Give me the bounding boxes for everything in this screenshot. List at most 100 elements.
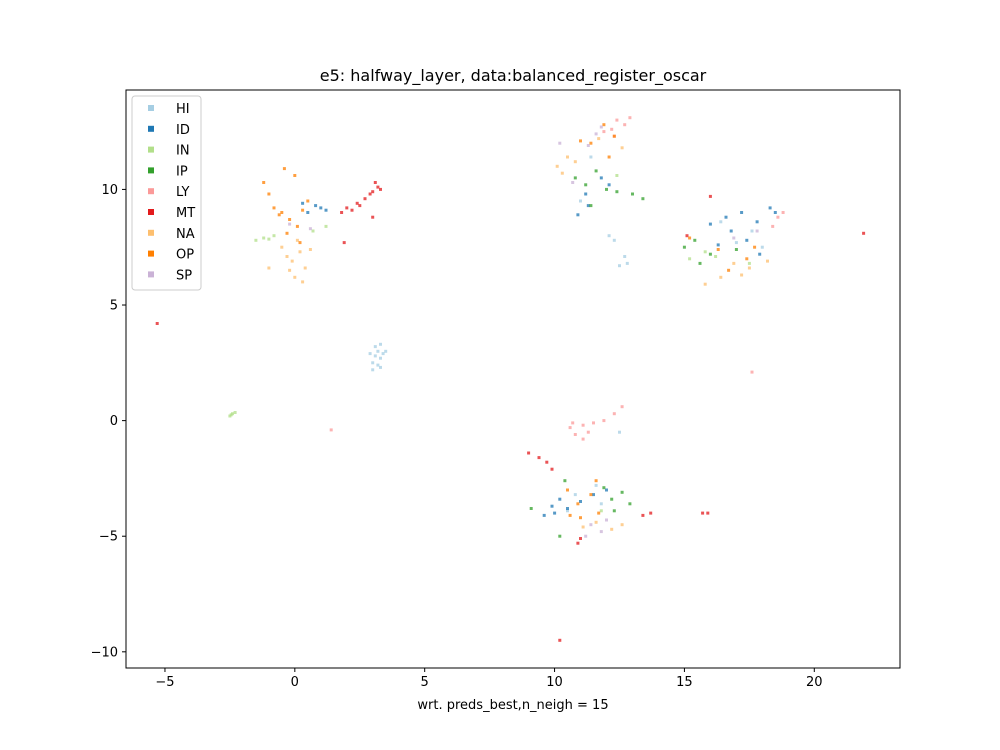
- legend-label-mt: MT: [176, 206, 195, 221]
- x-tick-label: 0: [291, 675, 299, 690]
- point-ip-18: [563, 479, 567, 483]
- point-in-4: [254, 238, 258, 242]
- point-id-8: [553, 511, 557, 515]
- point-id-9: [566, 507, 569, 510]
- point-ip-20: [558, 534, 562, 538]
- point-mt-24: [708, 194, 712, 198]
- point-in-8: [688, 257, 692, 261]
- point-mt-13: [527, 451, 531, 455]
- point-mt-16: [550, 467, 554, 471]
- point-in-12: [599, 509, 603, 513]
- point-ip-0: [573, 176, 577, 180]
- point-hi-27: [379, 365, 382, 369]
- point-id-23: [586, 204, 590, 208]
- point-hi-12: [566, 509, 569, 513]
- point-id-22: [576, 213, 580, 217]
- y-tick-label: −10: [91, 645, 118, 660]
- point-hi-13: [734, 241, 738, 245]
- point-op-2: [288, 218, 292, 221]
- legend-swatch-id: [148, 125, 154, 132]
- point-in-5: [262, 236, 266, 240]
- point-op-28: [566, 488, 569, 492]
- point-in-10: [714, 255, 718, 258]
- point-ip-17: [698, 261, 702, 265]
- point-hi-19: [623, 255, 627, 258]
- point-mt-0: [345, 206, 349, 210]
- point-in-3: [229, 413, 233, 417]
- point-na-7: [295, 238, 299, 242]
- y-tick-label: −5: [99, 530, 118, 545]
- legend-swatch-hi: [148, 105, 154, 111]
- point-op-9: [298, 241, 302, 245]
- legend-label-na: NA: [176, 227, 195, 242]
- point-hi-10: [618, 430, 621, 434]
- point-id-14: [724, 215, 728, 219]
- point-mt-14: [537, 456, 541, 460]
- legend-swatch-ly: [148, 188, 154, 195]
- point-na-26: [280, 245, 284, 249]
- legend-label-id: ID: [176, 123, 190, 138]
- point-ly-15: [771, 224, 775, 228]
- point-id-7: [558, 497, 562, 501]
- point-id-0: [314, 204, 318, 208]
- x-axis-label: wrt. preds_best,n_neigh = 15: [417, 698, 608, 713]
- point-na-18: [719, 275, 723, 279]
- point-ly-11: [628, 116, 632, 120]
- point-op-19: [589, 493, 593, 497]
- point-na-4: [298, 250, 302, 254]
- point-id-13: [708, 222, 712, 226]
- point-id-1: [306, 211, 310, 214]
- point-mt-21: [576, 541, 580, 545]
- point-id-5: [542, 513, 546, 517]
- point-id-3: [324, 208, 328, 212]
- point-op-4: [277, 213, 281, 217]
- point-na-2: [301, 280, 305, 284]
- point-na-24: [620, 523, 624, 527]
- point-hi-9: [379, 342, 382, 346]
- point-na-21: [581, 525, 585, 529]
- point-op-23: [716, 248, 720, 251]
- point-sp-0: [594, 132, 598, 136]
- point-mt-7: [373, 181, 377, 184]
- point-ly-20: [581, 437, 585, 441]
- point-id-24: [607, 183, 611, 187]
- point-ip-5: [631, 192, 634, 196]
- point-op-24: [745, 257, 749, 261]
- point-hi-14: [750, 229, 754, 233]
- point-id-4: [301, 201, 305, 205]
- legend-swatch-sp: [148, 271, 154, 278]
- point-id-19: [745, 238, 749, 242]
- point-na-17: [747, 266, 751, 270]
- point-op-13: [589, 141, 593, 145]
- legend-swatch-op: [148, 250, 154, 257]
- point-sp-5: [599, 530, 603, 534]
- point-op-11: [293, 174, 297, 177]
- point-mt-25: [685, 234, 689, 238]
- point-id-20: [584, 192, 588, 196]
- point-hi-24: [589, 155, 593, 159]
- point-ly-3: [586, 430, 590, 434]
- axes-frame: [125, 89, 901, 669]
- y-tick-label: 0: [110, 414, 118, 429]
- point-ip-11: [612, 509, 616, 513]
- point-op-29: [594, 479, 598, 483]
- point-ip-12: [602, 486, 606, 490]
- point-ly-16: [781, 211, 785, 214]
- legend-swatch-na: [148, 229, 154, 236]
- point-mt-8: [340, 211, 344, 214]
- point-mt-18: [649, 511, 653, 515]
- point-ly-9: [615, 118, 619, 122]
- x-tick-label: 15: [676, 675, 693, 690]
- point-mt-23: [558, 638, 562, 642]
- point-na-23: [610, 527, 614, 531]
- x-tick-label: −5: [155, 675, 174, 690]
- y-axis: −10 −5 0 5 10: [91, 183, 126, 660]
- point-na-15: [732, 261, 736, 265]
- point-ip-10: [628, 502, 632, 506]
- point-ip-1: [584, 183, 588, 187]
- point-na-16: [740, 273, 744, 277]
- point-ly-14: [776, 215, 780, 219]
- legend-swatch-in: [148, 146, 154, 153]
- point-op-15: [612, 134, 616, 138]
